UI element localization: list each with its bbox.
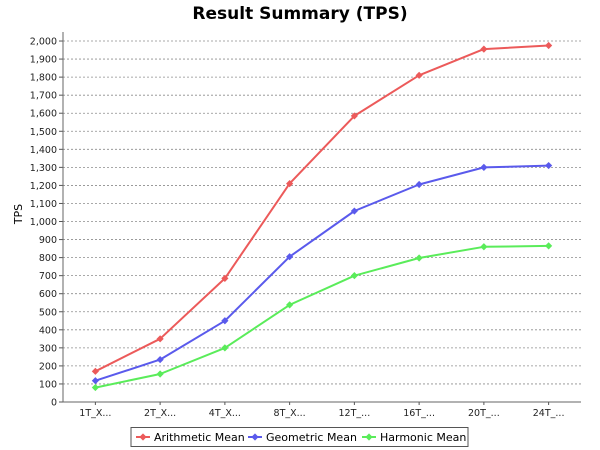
legend-item: Harmonic Mean xyxy=(362,431,466,444)
y-tick-label: 1,100 xyxy=(30,199,57,210)
y-tick-label: 200 xyxy=(39,361,57,372)
x-tick-label: 4T_X... xyxy=(209,408,241,419)
y-tick-label: 700 xyxy=(39,271,57,282)
legend-label: Harmonic Mean xyxy=(380,431,466,444)
data-point xyxy=(286,301,294,309)
data-point xyxy=(480,45,488,53)
data-point xyxy=(415,71,423,79)
y-tick-label: 1,500 xyxy=(30,127,57,138)
data-point xyxy=(480,163,488,171)
y-tick-label: 900 xyxy=(39,235,57,246)
series-harmonic-mean xyxy=(91,242,553,392)
y-tick-label: 400 xyxy=(39,325,57,336)
series-line xyxy=(95,164,549,382)
y-tick-label: 300 xyxy=(39,343,57,354)
legend-swatch-marker xyxy=(365,433,373,441)
y-tick-label: 500 xyxy=(39,307,57,318)
data-point xyxy=(350,272,358,280)
axes-layer: 0 100 200 300 400 500 600 700 800 900 1,000 1,100 1,… xyxy=(30,32,581,419)
y-tick-label: 2,000 xyxy=(30,37,57,48)
y-tick-label: 600 xyxy=(39,289,57,300)
data-point xyxy=(545,161,553,170)
x-tick-label: 2T_X... xyxy=(144,408,176,419)
data-point xyxy=(480,243,488,251)
y-tick-label: 1,900 xyxy=(30,55,57,66)
y-tick-label: 1,400 xyxy=(30,145,57,156)
y-tick-label: 0 xyxy=(51,398,57,409)
data-point xyxy=(415,254,423,262)
legend-label: Arithmetic Mean xyxy=(154,431,245,444)
legend-item: Geometric Mean xyxy=(248,431,357,444)
legend-swatch-marker xyxy=(251,433,259,441)
data-point xyxy=(545,41,553,50)
data-point xyxy=(350,207,358,215)
x-tick-label: 20T_... xyxy=(468,408,500,419)
data-point xyxy=(415,180,423,189)
y-tick-label: 1,800 xyxy=(30,73,57,84)
data-point xyxy=(545,242,553,250)
y-tick-label: 1,700 xyxy=(30,91,57,102)
legend-box xyxy=(130,427,469,447)
x-tick-label: 24T_... xyxy=(533,408,565,419)
data-point xyxy=(221,274,229,282)
series-layer xyxy=(91,41,553,392)
data-point xyxy=(156,370,164,378)
chart-title: Result Summary (TPS) xyxy=(192,4,407,24)
series-geometric-mean xyxy=(91,161,553,385)
series-arithmetic-mean xyxy=(91,41,553,375)
x-tick-label: 8T_X... xyxy=(274,408,306,419)
series-line xyxy=(95,244,549,389)
legend-item: Arithmetic Mean xyxy=(136,431,245,444)
legend: Arithmetic Mean Geometric Mean Harmonic Me… xyxy=(130,427,469,447)
legend-swatch-marker xyxy=(139,433,147,441)
x-tick-label: 1T_X... xyxy=(79,408,111,419)
y-tick-label: 100 xyxy=(39,379,57,390)
y-tick-label: 1,300 xyxy=(30,163,57,174)
data-point xyxy=(156,335,164,343)
data-point xyxy=(221,317,229,325)
data-point xyxy=(91,377,99,385)
data-point xyxy=(350,112,358,120)
data-point xyxy=(91,367,99,375)
series-line xyxy=(94,44,549,373)
y-tick-label: 1,200 xyxy=(30,181,57,192)
y-tick-label: 800 xyxy=(39,253,57,264)
y-tick-label: 1,600 xyxy=(30,109,57,120)
legend-label: Geometric Mean xyxy=(266,431,357,444)
y-tick-label: 1,000 xyxy=(30,217,57,228)
data-point xyxy=(156,355,164,364)
plot-area xyxy=(63,32,581,402)
data-point xyxy=(91,383,99,392)
data-point xyxy=(286,253,294,261)
x-tick-label: 16T_... xyxy=(403,408,435,419)
y-axis-label: TPS xyxy=(12,204,25,225)
data-point xyxy=(286,180,294,188)
data-point xyxy=(221,344,229,352)
x-tick-label: 12T_... xyxy=(339,408,371,419)
